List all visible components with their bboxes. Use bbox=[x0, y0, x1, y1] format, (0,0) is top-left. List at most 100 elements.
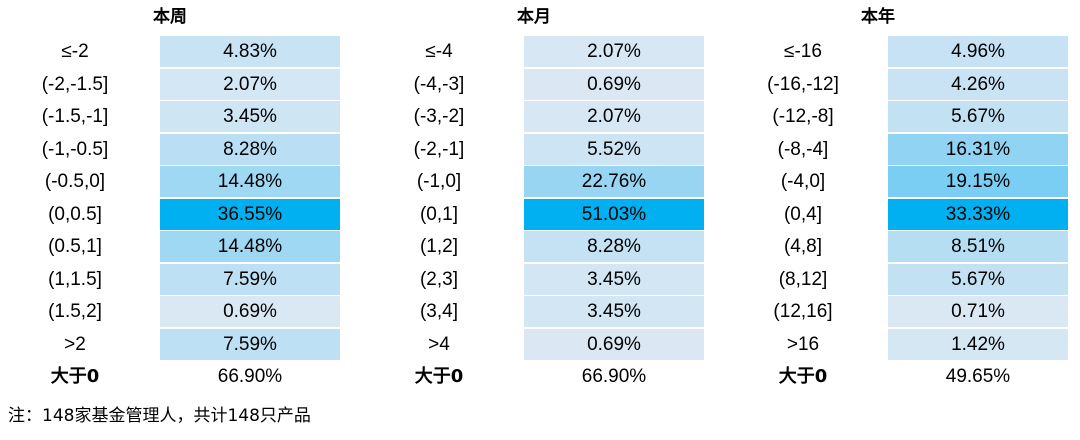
bucket-label: (0.5,1] bbox=[48, 236, 102, 257]
heat-cell: 8.51% bbox=[888, 231, 1068, 262]
table-row: (0,4] 33.33% bbox=[728, 198, 1068, 230]
bucket-label: (1.5,2] bbox=[48, 301, 102, 322]
heat-cell: 2.07% bbox=[160, 68, 340, 100]
table-row: (2,3] 3.45% bbox=[364, 263, 704, 295]
heat-cell: 22.76% bbox=[524, 166, 704, 197]
bucket-label: (-1.5,-1] bbox=[41, 106, 109, 127]
heat-cell: 19.15% bbox=[888, 166, 1068, 197]
heat-cell: 14.48% bbox=[160, 231, 340, 262]
table-block-week: 本周 ≤-2 4.83% (-2,-1.5] 2.07% (-1.5,-1] 3.45%(… bbox=[0, 0, 340, 400]
heat-cell: 0.69% bbox=[524, 328, 704, 360]
heat-cell: 3.45% bbox=[524, 263, 704, 295]
total-value: 66.90% bbox=[581, 366, 647, 387]
table-row: (-16,-12] 4.26% bbox=[728, 68, 1068, 100]
bucket-label: (0,1] bbox=[419, 203, 459, 225]
total-row: 大于0 66.90% bbox=[364, 361, 704, 392]
total-label: 大于0 bbox=[50, 366, 100, 387]
heat-cell: 2.07% bbox=[524, 36, 704, 67]
heat-cell: 4.83% bbox=[160, 36, 340, 67]
bucket-label: (-12,-8] bbox=[772, 106, 834, 127]
heat-rows: ≤-4 2.07% (-4,-3] 0.69% (-3,-2] 2.07% (-2,-1] 5… bbox=[364, 36, 704, 394]
heat-cell: 3.45% bbox=[524, 296, 704, 327]
heat-cell: 4.96% bbox=[888, 36, 1068, 67]
bucket-label: (0,0.5] bbox=[48, 203, 102, 225]
heat-cell: 0.69% bbox=[524, 68, 704, 100]
bucket-label: >2 bbox=[64, 333, 86, 355]
table-title: 本年 bbox=[861, 7, 895, 27]
bucket-label: ≤-2 bbox=[61, 41, 89, 62]
table-block-year: 本年 ≤-16 4.96% (-16,-12] 4.26% (-12,-8] 5.67%(… bbox=[728, 0, 1068, 400]
heat-cell: 2.07% bbox=[524, 101, 704, 132]
heat-rows: ≤-16 4.96% (-16,-12] 4.26% (-12,-8] 5.67% (-8,… bbox=[728, 36, 1068, 394]
table-row: >16 1.42% bbox=[728, 328, 1068, 360]
footnote: 注：148家基金管理人，共计148只产品 bbox=[8, 406, 311, 426]
table-row: (8,12] 5.67% bbox=[728, 263, 1068, 295]
bucket-label: (1,1.5] bbox=[48, 268, 102, 290]
heat-rows: ≤-2 4.83% (-2,-1.5] 2.07% (-1.5,-1] 3.45% (-1,… bbox=[0, 36, 340, 394]
table-row: (-1,-0.5] 8.28% bbox=[0, 133, 340, 165]
heat-cell: 0.69% bbox=[160, 296, 340, 327]
table-row: (-4,-3] 0.69% bbox=[364, 68, 704, 100]
table-row: (1,2] 8.28% bbox=[364, 231, 704, 262]
bucket-label: >16 bbox=[786, 333, 820, 355]
bucket-label: (-8,-4] bbox=[777, 138, 829, 160]
table-row: ≤-4 2.07% bbox=[364, 36, 704, 67]
table-row: (1.5,2] 0.69% bbox=[0, 296, 340, 327]
table-row: (0.5,1] 14.48% bbox=[0, 231, 340, 262]
bucket-label: >4 bbox=[428, 333, 450, 355]
heat-cell: 8.28% bbox=[160, 133, 340, 165]
total-label: 大于0 bbox=[414, 366, 464, 387]
bucket-label: (-3,-2] bbox=[413, 106, 465, 127]
heat-cell: 36.55% bbox=[160, 198, 340, 230]
table-row: >2 7.59% bbox=[0, 328, 340, 360]
bucket-label: (-2,-1] bbox=[413, 138, 465, 160]
total-value: 66.90% bbox=[217, 366, 283, 387]
table-row: (-1,0] 22.76% bbox=[364, 166, 704, 197]
table-title: 本月 bbox=[517, 7, 551, 27]
table-block-month: 本月 ≤-4 2.07% (-4,-3] 0.69% (-3,-2] 2.07% (-2,-… bbox=[364, 0, 704, 400]
table-row: (4,8] 8.51% bbox=[728, 231, 1068, 262]
heat-cell: 0.71% bbox=[888, 296, 1068, 327]
table-row: >4 0.69% bbox=[364, 328, 704, 360]
table-row: (1,1.5] 7.59% bbox=[0, 263, 340, 295]
table-title: 本周 bbox=[153, 7, 187, 27]
bucket-label: (12,16] bbox=[773, 301, 833, 322]
table-row: (-8,-4] 16.31% bbox=[728, 133, 1068, 165]
bucket-label: (-1,0] bbox=[416, 171, 462, 192]
table-row: ≤-16 4.96% bbox=[728, 36, 1068, 67]
heat-cell: 16.31% bbox=[888, 133, 1068, 165]
bucket-label: (1,2] bbox=[419, 236, 459, 257]
table-row: (0,1] 51.03% bbox=[364, 198, 704, 230]
bucket-label: (0,4] bbox=[783, 203, 823, 225]
bucket-label: (3,4] bbox=[419, 301, 459, 322]
table-row: (-4,0] 19.15% bbox=[728, 166, 1068, 197]
table-row: (-2,-1] 5.52% bbox=[364, 133, 704, 165]
bucket-label: (-4,-3] bbox=[413, 73, 465, 95]
table-row: (0,0.5] 36.55% bbox=[0, 198, 340, 230]
heat-cell: 5.67% bbox=[888, 263, 1068, 295]
table-row: (3,4] 3.45% bbox=[364, 296, 704, 327]
table-row: (-1.5,-1] 3.45% bbox=[0, 101, 340, 132]
heat-cell: 7.59% bbox=[160, 328, 340, 360]
heat-cell: 5.67% bbox=[888, 101, 1068, 132]
bucket-label: (8,12] bbox=[778, 268, 828, 290]
table-row: (-3,-2] 2.07% bbox=[364, 101, 704, 132]
heat-cell: 1.42% bbox=[888, 328, 1068, 360]
heat-cell: 14.48% bbox=[160, 166, 340, 197]
bucket-label: (4,8] bbox=[783, 236, 823, 257]
bucket-label: (-1,-0.5] bbox=[41, 138, 109, 160]
bucket-label: (-4,0] bbox=[780, 171, 826, 192]
bucket-label: (-0.5,0] bbox=[44, 171, 106, 192]
heat-cell: 5.52% bbox=[524, 133, 704, 165]
total-value: 49.65% bbox=[945, 366, 1011, 387]
table-row: (-2,-1.5] 2.07% bbox=[0, 68, 340, 100]
bucket-label: ≤-4 bbox=[425, 41, 453, 62]
heat-cell: 4.26% bbox=[888, 68, 1068, 100]
heat-cell: 51.03% bbox=[524, 198, 704, 230]
heat-cell: 33.33% bbox=[888, 198, 1068, 230]
bucket-label: (-16,-12] bbox=[767, 73, 839, 95]
total-row: 大于0 66.90% bbox=[0, 361, 340, 392]
heat-cell: 7.59% bbox=[160, 263, 340, 295]
table-row: (-0.5,0] 14.48% bbox=[0, 166, 340, 197]
bucket-label: (2,3] bbox=[419, 268, 459, 290]
